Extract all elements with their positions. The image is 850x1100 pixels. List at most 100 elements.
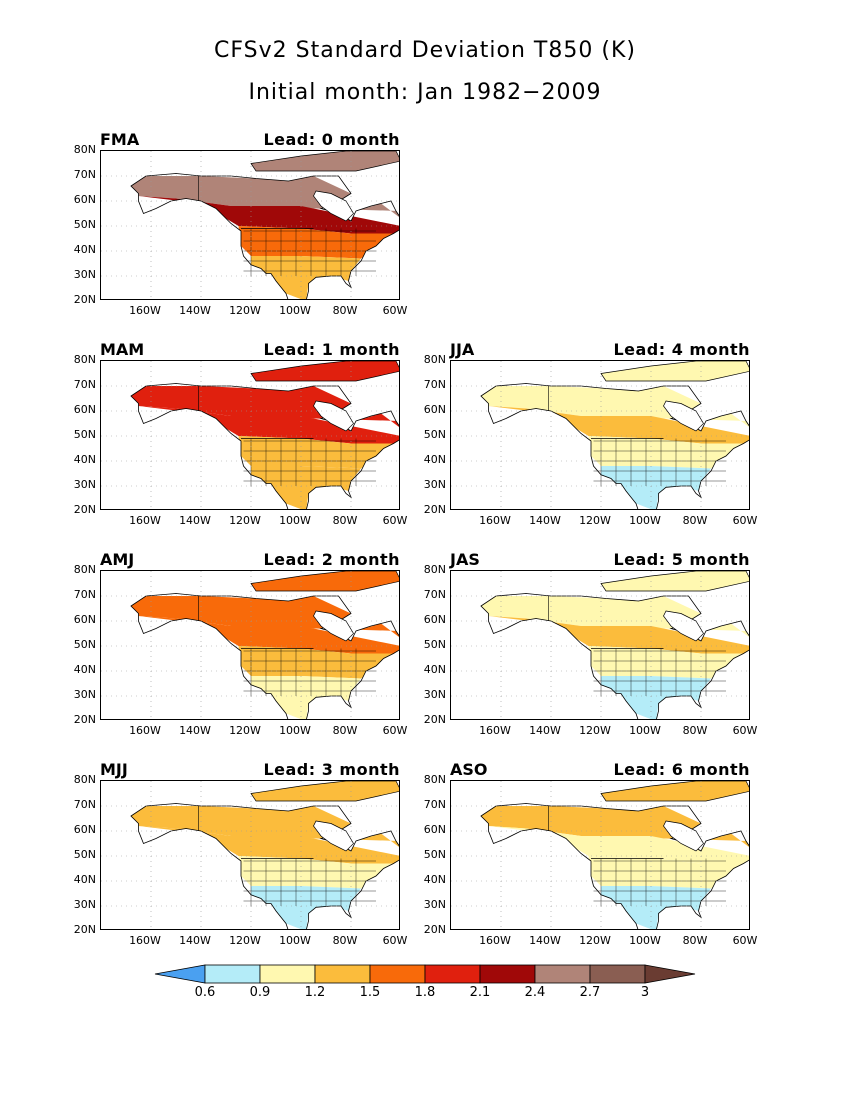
- colorbar-tick-label: 2.1: [469, 985, 491, 1000]
- panel-season-label: JJA: [450, 340, 475, 359]
- latitude-label: 80N: [73, 353, 96, 366]
- map-panel-jas: JAS Lead: 5 month 80N 70N 60N 50N 40N 30N 20N 160…: [424, 550, 758, 737]
- panel-lead-label: Lead: 1 month: [263, 340, 400, 359]
- longitude-label: 120W: [579, 724, 611, 737]
- colorbar-bin: [314, 964, 371, 984]
- latitude-label: 70N: [73, 378, 96, 391]
- colorbar-tick-label: 0.6: [194, 985, 216, 1000]
- latitude-label: 80N: [73, 773, 96, 786]
- colorbar-bin: [534, 964, 591, 984]
- panel-season-label: MAM: [100, 340, 145, 359]
- longitude-label: 140W: [529, 724, 561, 737]
- anomaly-map: [450, 360, 750, 510]
- colorbar-tick-label: 1.8: [414, 985, 436, 1000]
- longitude-label: 140W: [179, 514, 211, 527]
- latitude-label: 30N: [73, 268, 96, 281]
- latitude-label: 40N: [423, 663, 446, 676]
- colorbar-max-arrow: [644, 964, 696, 984]
- colorbar-bin: [369, 964, 426, 984]
- latitude-label: 40N: [73, 453, 96, 466]
- latitude-label: 20N: [73, 293, 96, 306]
- panel-season-label: ASO: [450, 760, 488, 779]
- latitude-label: 30N: [423, 688, 446, 701]
- longitude-label: 160W: [479, 514, 511, 527]
- longitude-label: 160W: [129, 934, 161, 947]
- longitude-label: 140W: [179, 724, 211, 737]
- colorbar-bin: [589, 964, 646, 984]
- map-panel-mjj: MJJ Lead: 3 month 80N 70N 60N 50N 40N 30N 20N 160…: [74, 760, 408, 947]
- longitude-label: 60W: [382, 724, 408, 737]
- colorbar-tick-label: 0.9: [249, 985, 271, 1000]
- longitude-label: 60W: [732, 724, 758, 737]
- longitude-label: 160W: [479, 934, 511, 947]
- longitude-label: 140W: [529, 514, 561, 527]
- longitude-label: 160W: [479, 724, 511, 737]
- colorbar-tick-label: 1.5: [359, 985, 381, 1000]
- map-panel-fma: FMA Lead: 0 month 80N 70N 60N 50N 40N 30N 20N 160…: [74, 130, 408, 317]
- latitude-label: 80N: [73, 563, 96, 576]
- longitude-label: 80W: [682, 724, 708, 737]
- longitude-label: 140W: [179, 304, 211, 317]
- map-panel-amj: AMJ Lead: 2 month 80N 70N 60N 50N 40N 30N 20N 160…: [74, 550, 408, 737]
- panel-lead-label: Lead: 6 month: [613, 760, 750, 779]
- latitude-label: 80N: [423, 773, 446, 786]
- longitude-label: 80W: [332, 934, 358, 947]
- latitude-label: 20N: [423, 503, 446, 516]
- colorbar: [154, 964, 696, 984]
- latitude-label: 60N: [73, 403, 96, 416]
- latitude-label: 60N: [73, 193, 96, 206]
- panel-season-label: AMJ: [100, 550, 135, 569]
- longitude-label: 80W: [332, 724, 358, 737]
- latitude-label: 30N: [73, 478, 96, 491]
- latitude-label: 30N: [423, 898, 446, 911]
- longitude-label: 100W: [279, 724, 311, 737]
- panel-lead-label: Lead: 0 month: [263, 130, 400, 149]
- anomaly-map: [100, 150, 400, 300]
- latitude-label: 80N: [423, 563, 446, 576]
- latitude-label: 80N: [423, 353, 446, 366]
- latitude-label: 20N: [73, 923, 96, 936]
- anomaly-map: [450, 780, 750, 930]
- panel-lead-label: Lead: 3 month: [263, 760, 400, 779]
- latitude-label: 30N: [423, 478, 446, 491]
- panel-lead-label: Lead: 2 month: [263, 550, 400, 569]
- colorbar-min-arrow: [154, 964, 206, 984]
- latitude-label: 20N: [423, 713, 446, 726]
- latitude-label: 80N: [73, 143, 96, 156]
- colorbar-bin: [204, 964, 261, 984]
- latitude-label: 20N: [423, 923, 446, 936]
- panel-lead-label: Lead: 4 month: [613, 340, 750, 359]
- longitude-label: 100W: [279, 934, 311, 947]
- longitude-label: 100W: [629, 934, 661, 947]
- latitude-label: 50N: [73, 218, 96, 231]
- longitude-label: 60W: [732, 934, 758, 947]
- map-panel-aso: ASO Lead: 6 month 80N 70N 60N 50N 40N 30N 20N 160…: [424, 760, 758, 947]
- latitude-label: 30N: [73, 898, 96, 911]
- colorbar-bin: [479, 964, 536, 984]
- map-panel-mam: MAM Lead: 1 month 80N 70N 60N 50N 40N 30N 20N 160…: [74, 340, 408, 527]
- latitude-label: 40N: [73, 243, 96, 256]
- longitude-label: 120W: [229, 724, 261, 737]
- anomaly-map: [100, 780, 400, 930]
- latitude-label: 50N: [73, 848, 96, 861]
- panel-season-label: MJJ: [100, 760, 128, 779]
- longitude-label: 80W: [332, 514, 358, 527]
- longitude-label: 140W: [179, 934, 211, 947]
- latitude-label: 30N: [73, 688, 96, 701]
- longitude-label: 80W: [682, 934, 708, 947]
- page-title: CFSv2 Standard Deviation T850 (K): [214, 38, 636, 63]
- longitude-label: 100W: [629, 724, 661, 737]
- colorbar-tick-label: 2.7: [579, 985, 601, 1000]
- latitude-label: 40N: [423, 453, 446, 466]
- colorbar-bin: [259, 964, 316, 984]
- longitude-label: 60W: [382, 304, 408, 317]
- latitude-label: 50N: [423, 638, 446, 651]
- latitude-label: 60N: [423, 403, 446, 416]
- latitude-label: 50N: [423, 428, 446, 441]
- longitude-label: 120W: [229, 934, 261, 947]
- latitude-label: 40N: [73, 663, 96, 676]
- latitude-label: 70N: [423, 798, 446, 811]
- colorbar-tick-label: 2.4: [524, 985, 546, 1000]
- longitude-label: 140W: [529, 934, 561, 947]
- latitude-label: 70N: [423, 588, 446, 601]
